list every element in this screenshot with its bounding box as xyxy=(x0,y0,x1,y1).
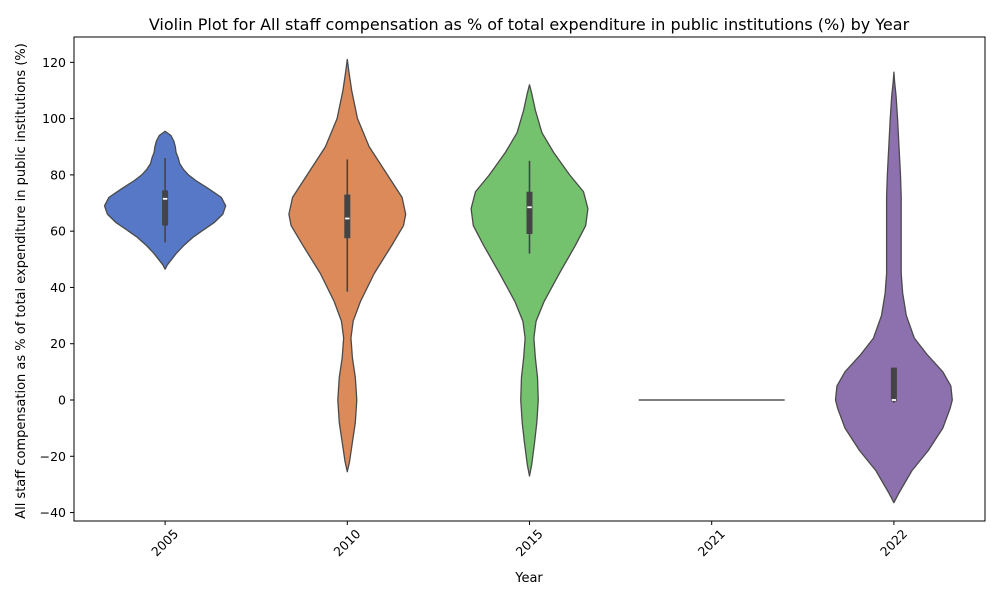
iqr-box-2022 xyxy=(890,367,897,402)
y-tick-label: 40 xyxy=(50,280,66,295)
violin-2015 xyxy=(470,84,589,477)
y-tick-label: 80 xyxy=(50,167,66,182)
boxes-layer xyxy=(162,158,897,403)
y-axis-label: All staff compensation as % of total exp… xyxy=(14,43,29,519)
x-axis-label: Year xyxy=(514,571,543,586)
iqr-box-2005 xyxy=(162,190,169,226)
y-tick-label: 100 xyxy=(42,111,66,126)
axes-layer: −40 −20 0 20 40 60 80 100 120 2005 2010 2015 2021 202… xyxy=(40,36,986,559)
violin-2022 xyxy=(834,71,953,504)
iqr-box-2010 xyxy=(344,194,351,239)
y-tick-label: 60 xyxy=(50,224,66,239)
y-tick-label: 0 xyxy=(58,393,66,408)
x-tick-label: 2010 xyxy=(330,526,363,559)
x-tick-label: 2015 xyxy=(513,526,546,559)
x-tick-label: 2005 xyxy=(148,526,181,559)
x-tick-label: 2022 xyxy=(877,526,910,559)
x-tick-label: 2021 xyxy=(695,526,728,559)
y-tick-label: 120 xyxy=(42,55,66,70)
violins-layer xyxy=(103,58,953,504)
y-tick-label: −20 xyxy=(40,449,66,464)
chart-title: Violin Plot for All staff compensation a… xyxy=(149,15,910,34)
y-tick-label: 20 xyxy=(50,336,66,351)
iqr-box-2015 xyxy=(526,191,533,234)
y-tick-label: −40 xyxy=(40,505,66,520)
